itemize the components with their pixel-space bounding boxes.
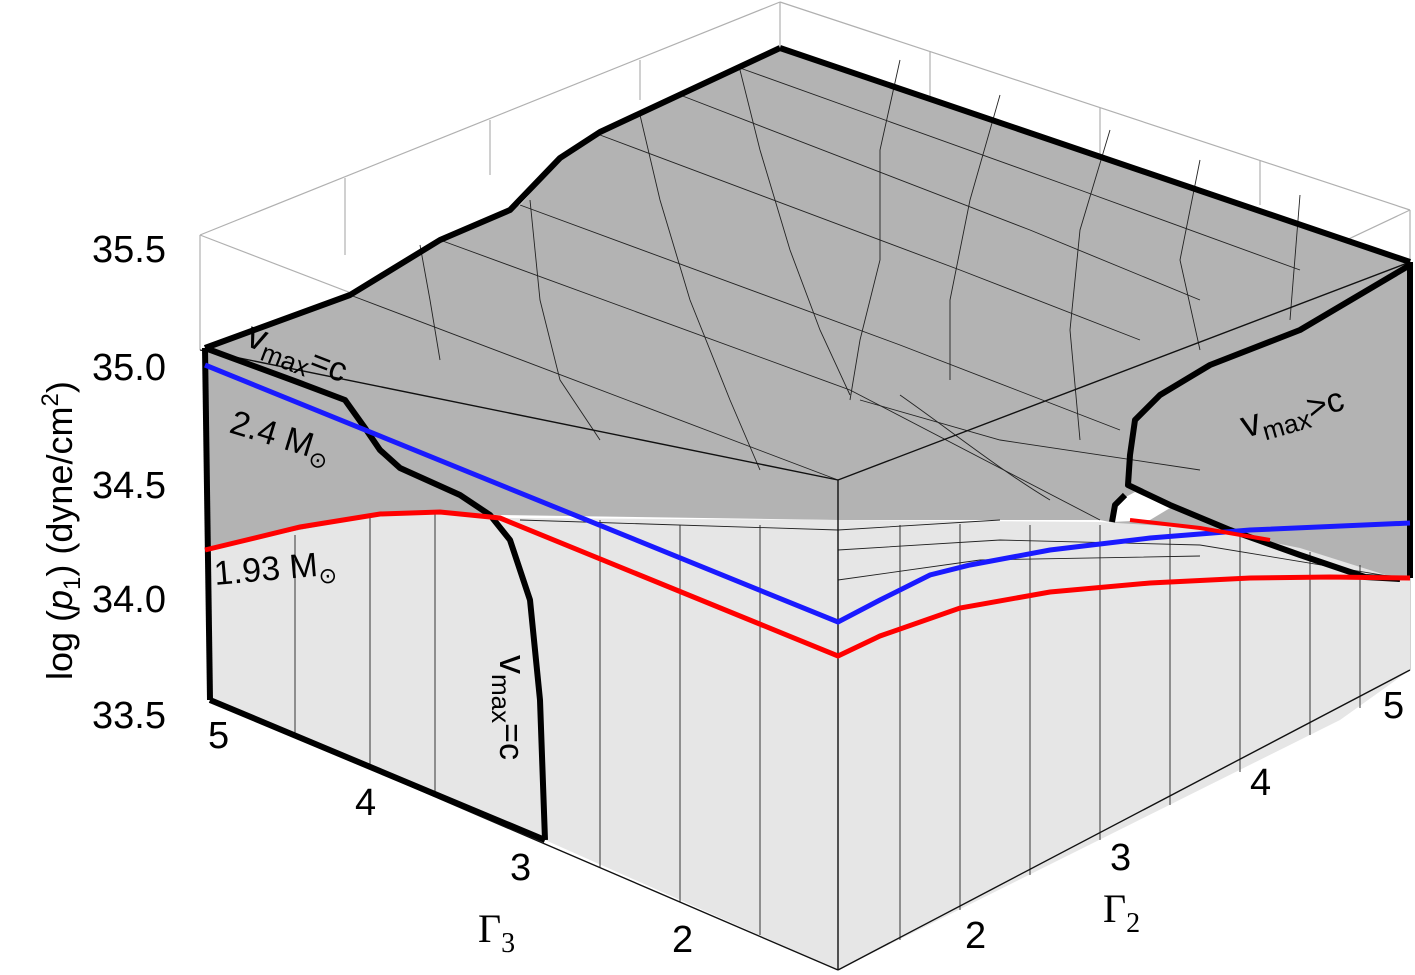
gamma3-tick: 4 — [355, 782, 376, 824]
z-tick: 34.5 — [92, 465, 166, 507]
gamma2-label: Γ2 — [1103, 886, 1140, 939]
gamma2-axis: 2 3 4 5 Γ2 — [965, 685, 1404, 957]
surface-mesh — [294, 59, 1401, 940]
z-tick: 34.0 — [92, 579, 166, 621]
red-mass-curve-tail — [1129, 518, 1271, 542]
gamma2-tick: 3 — [1110, 837, 1131, 879]
gamma2-tick: 5 — [1383, 685, 1404, 727]
red-mass-curve — [204, 509, 1411, 659]
gamma3-label: Γ3 — [478, 906, 515, 959]
left-edge — [202, 347, 213, 701]
gamma3-axis: 5 4 3 2 Γ3 — [208, 715, 693, 961]
z-tick: 35.5 — [92, 229, 166, 271]
mass-label-1-93: 1.93 M⊙ — [212, 544, 338, 598]
z-tick: 33.5 — [92, 695, 166, 737]
vmax-eq-c-side-label: vmax=c — [486, 655, 533, 760]
z-tick: 35.0 — [92, 347, 166, 389]
z-axis-label: log (p1) (dyne/cm2) — [37, 381, 86, 680]
vmax-c-curve-right-stub — [1109, 492, 1128, 523]
vmax-c-curve-left — [203, 345, 548, 841]
gamma2-tick: 2 — [965, 915, 986, 957]
gamma3-tick: 5 — [208, 715, 229, 757]
top-edge-left — [203, 45, 782, 351]
top-edge-right — [779, 45, 1411, 265]
gamma3-tick: 2 — [672, 919, 693, 961]
lower-surface — [205, 512, 1410, 970]
gamma2-tick: 4 — [1250, 762, 1271, 804]
gamma3-tick: 3 — [510, 847, 531, 889]
z-axis: 35.5 35.0 34.5 34.0 33.5 log (p1) (dyne/… — [37, 229, 166, 737]
upper-surface — [205, 48, 1410, 580]
vmax-c-curve-right — [1125, 262, 1412, 582]
surface-gap — [1112, 492, 1170, 522]
bottom-front-edge — [208, 697, 547, 843]
